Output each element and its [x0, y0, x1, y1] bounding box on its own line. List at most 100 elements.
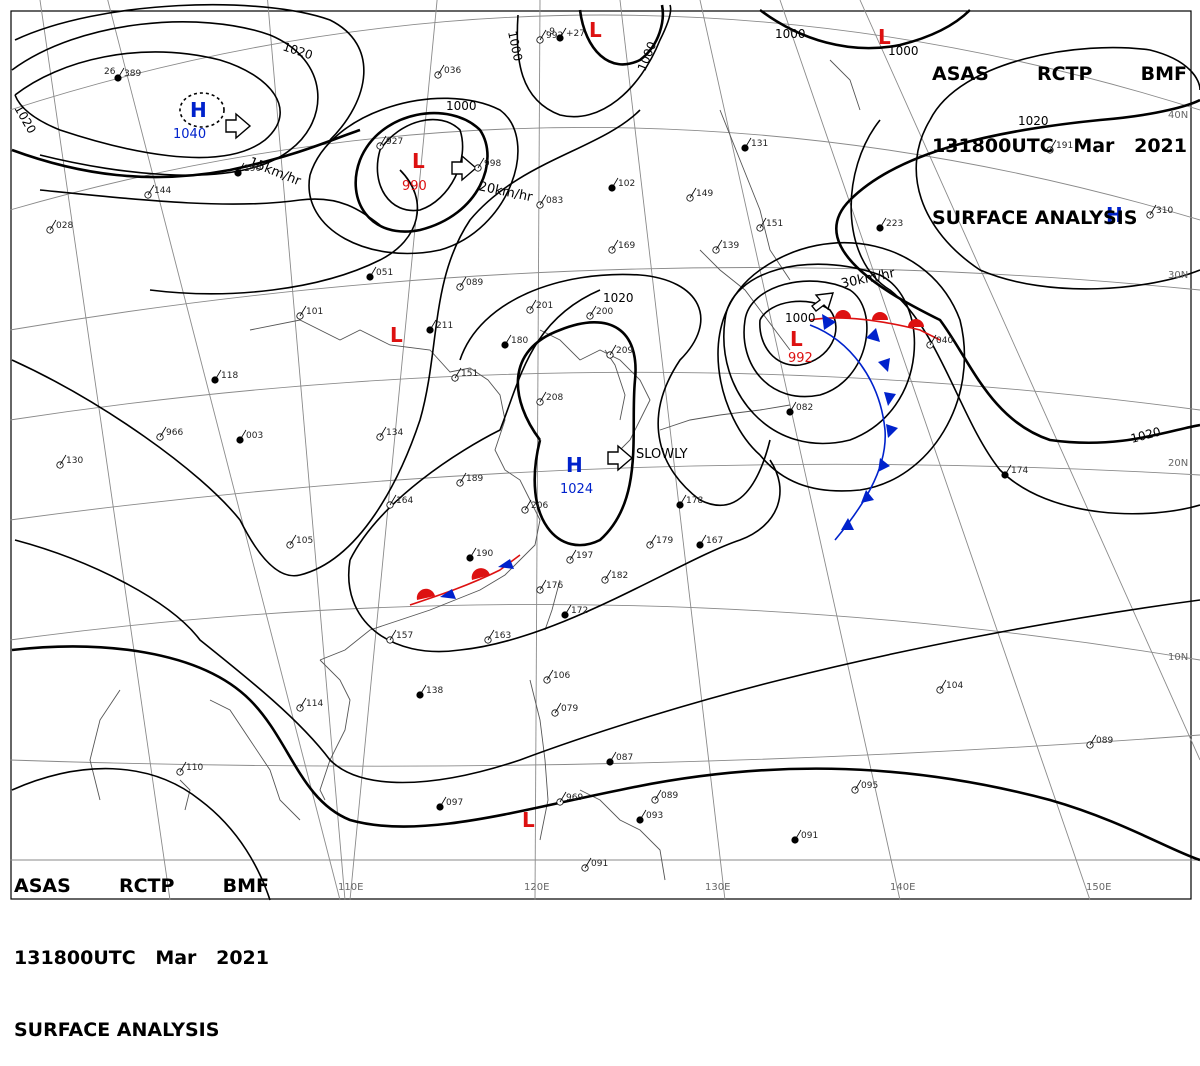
wind-barb — [454, 367, 462, 379]
station-pressure: 089 — [661, 791, 678, 801]
station-plot: 087 — [606, 751, 633, 766]
station-pressure: 101 — [306, 307, 323, 317]
wind-barb — [559, 27, 567, 39]
wind-barb — [539, 391, 547, 403]
station-pressure: 157 — [396, 631, 413, 641]
wind-barb — [609, 751, 617, 763]
station-pressure: 138 — [426, 686, 443, 696]
header-word: BMF — [1140, 63, 1187, 85]
wind-barb — [611, 177, 619, 189]
weather-map: 1020 1020 1000 1000 1000 1000 1000 1020 … — [9, 0, 1200, 901]
motion-labels: 15km/hr 20km/hr SLOWLY 30km/hr — [247, 155, 897, 462]
station-plot: 091 — [791, 829, 818, 844]
wind-barb — [429, 319, 437, 331]
header-word: 131800UTC — [14, 947, 136, 969]
station-pressure: 992 — [546, 31, 563, 41]
isobar-label: 1000 — [888, 44, 919, 58]
low-center-value: 992 — [788, 351, 813, 366]
station-plot: 389 26 — [104, 67, 141, 82]
station-plot: 106 — [543, 669, 570, 684]
latitude-label: 40N — [1168, 110, 1188, 121]
station-plot: 134 — [376, 426, 403, 441]
wind-barb — [439, 796, 447, 808]
station-plot: 114 — [296, 697, 323, 712]
station-plot: 104 — [936, 679, 963, 694]
station-plot: 998 — [474, 157, 501, 172]
map-frame — [10, 10, 1192, 900]
wind-barb — [699, 534, 707, 546]
station-pressure: 130 — [66, 456, 83, 466]
header-word: RCTP — [1036, 63, 1093, 85]
wind-barb — [715, 239, 723, 251]
station-plot: 130 — [56, 454, 83, 469]
station-plot: 089 — [651, 789, 678, 804]
station-pressure: 091 — [801, 831, 818, 841]
station-pressure: 036 — [444, 66, 461, 76]
station-plot: 149 — [686, 187, 713, 202]
station-pressure: 969 — [566, 793, 583, 803]
isobars — [11, 3, 1200, 901]
wind-barb — [584, 857, 592, 869]
station-pressure: 139 — [722, 241, 739, 251]
station-plot: 189 — [456, 472, 483, 487]
wind-barb — [504, 334, 512, 346]
latitude-label: 30N — [1168, 270, 1188, 281]
station-pressure: 151 — [461, 369, 478, 379]
wind-barb — [689, 187, 697, 199]
station-pressure: 082 — [796, 403, 813, 413]
high-center-symbol: H — [1106, 203, 1123, 227]
station-pressure: 182 — [611, 571, 628, 581]
station-temp: 26 — [104, 67, 116, 77]
longitude-label: 120E — [524, 882, 549, 893]
wind-barb — [289, 534, 297, 546]
wind-barb — [789, 401, 797, 413]
header-word: Mar — [1073, 135, 1115, 157]
station-pressure: 223 — [886, 219, 903, 229]
station-plot: 028 — [46, 219, 73, 234]
station-pressure: 131 — [751, 139, 768, 149]
header-bottom: ASAS RCTP BMF 131800UTC Mar 2021 SURFACE ANA… — [14, 826, 269, 1066]
station-plot: 151 — [451, 367, 478, 382]
isobar-label: 1020 — [1018, 114, 1049, 128]
isobar-label: 1000 — [505, 30, 525, 63]
wind-barb — [469, 547, 477, 559]
station-plot: 209 — [606, 344, 633, 359]
wind-barb — [159, 426, 167, 438]
station-pressure: 190 — [244, 164, 261, 174]
station-plot: 110 — [176, 761, 203, 776]
wind-barb — [554, 702, 562, 714]
station-plot: 172 — [561, 604, 588, 619]
station-pressure: 180 — [511, 336, 528, 346]
header-word: 131800UTC — [932, 135, 1054, 157]
wind-barb — [604, 569, 612, 581]
station-pressure: 927 — [386, 137, 403, 147]
high-center-value: 1040 — [173, 127, 206, 142]
header-word: ASAS — [932, 63, 989, 85]
wind-barb — [459, 472, 467, 484]
wind-barb — [524, 499, 532, 511]
longitude-label: 150E — [1086, 882, 1111, 893]
wind-barb — [1149, 204, 1157, 216]
station-plot: 157 — [386, 629, 413, 644]
station-plot: 089 — [456, 276, 483, 291]
wind-barb — [569, 549, 577, 561]
wind-barb — [679, 494, 687, 506]
isobar-label: 1000 — [635, 40, 659, 74]
wind-barb — [589, 305, 597, 317]
station-pressure: 093 — [646, 811, 663, 821]
station-plot: 180 — [501, 334, 528, 349]
station-plot: 131 — [741, 137, 768, 152]
station-plot: 082 — [786, 401, 813, 416]
isobar-label: 1020 — [603, 291, 634, 305]
high-center-value: 1024 — [560, 482, 593, 497]
station-pressure: 097 — [446, 798, 463, 808]
station-plot: 169 — [608, 239, 635, 254]
station-pressure: 200 — [596, 307, 613, 317]
motion-arrow-h1 — [225, 112, 252, 140]
station-plot: 182 — [601, 569, 628, 584]
station-pressure: 197 — [576, 551, 593, 561]
header-top: ASAS RCTP BMF 131800UTC Mar 2021 SURFACE ANA… — [932, 14, 1187, 254]
station-plot: 966 — [156, 426, 183, 441]
low-center-symbol: L — [412, 149, 425, 173]
